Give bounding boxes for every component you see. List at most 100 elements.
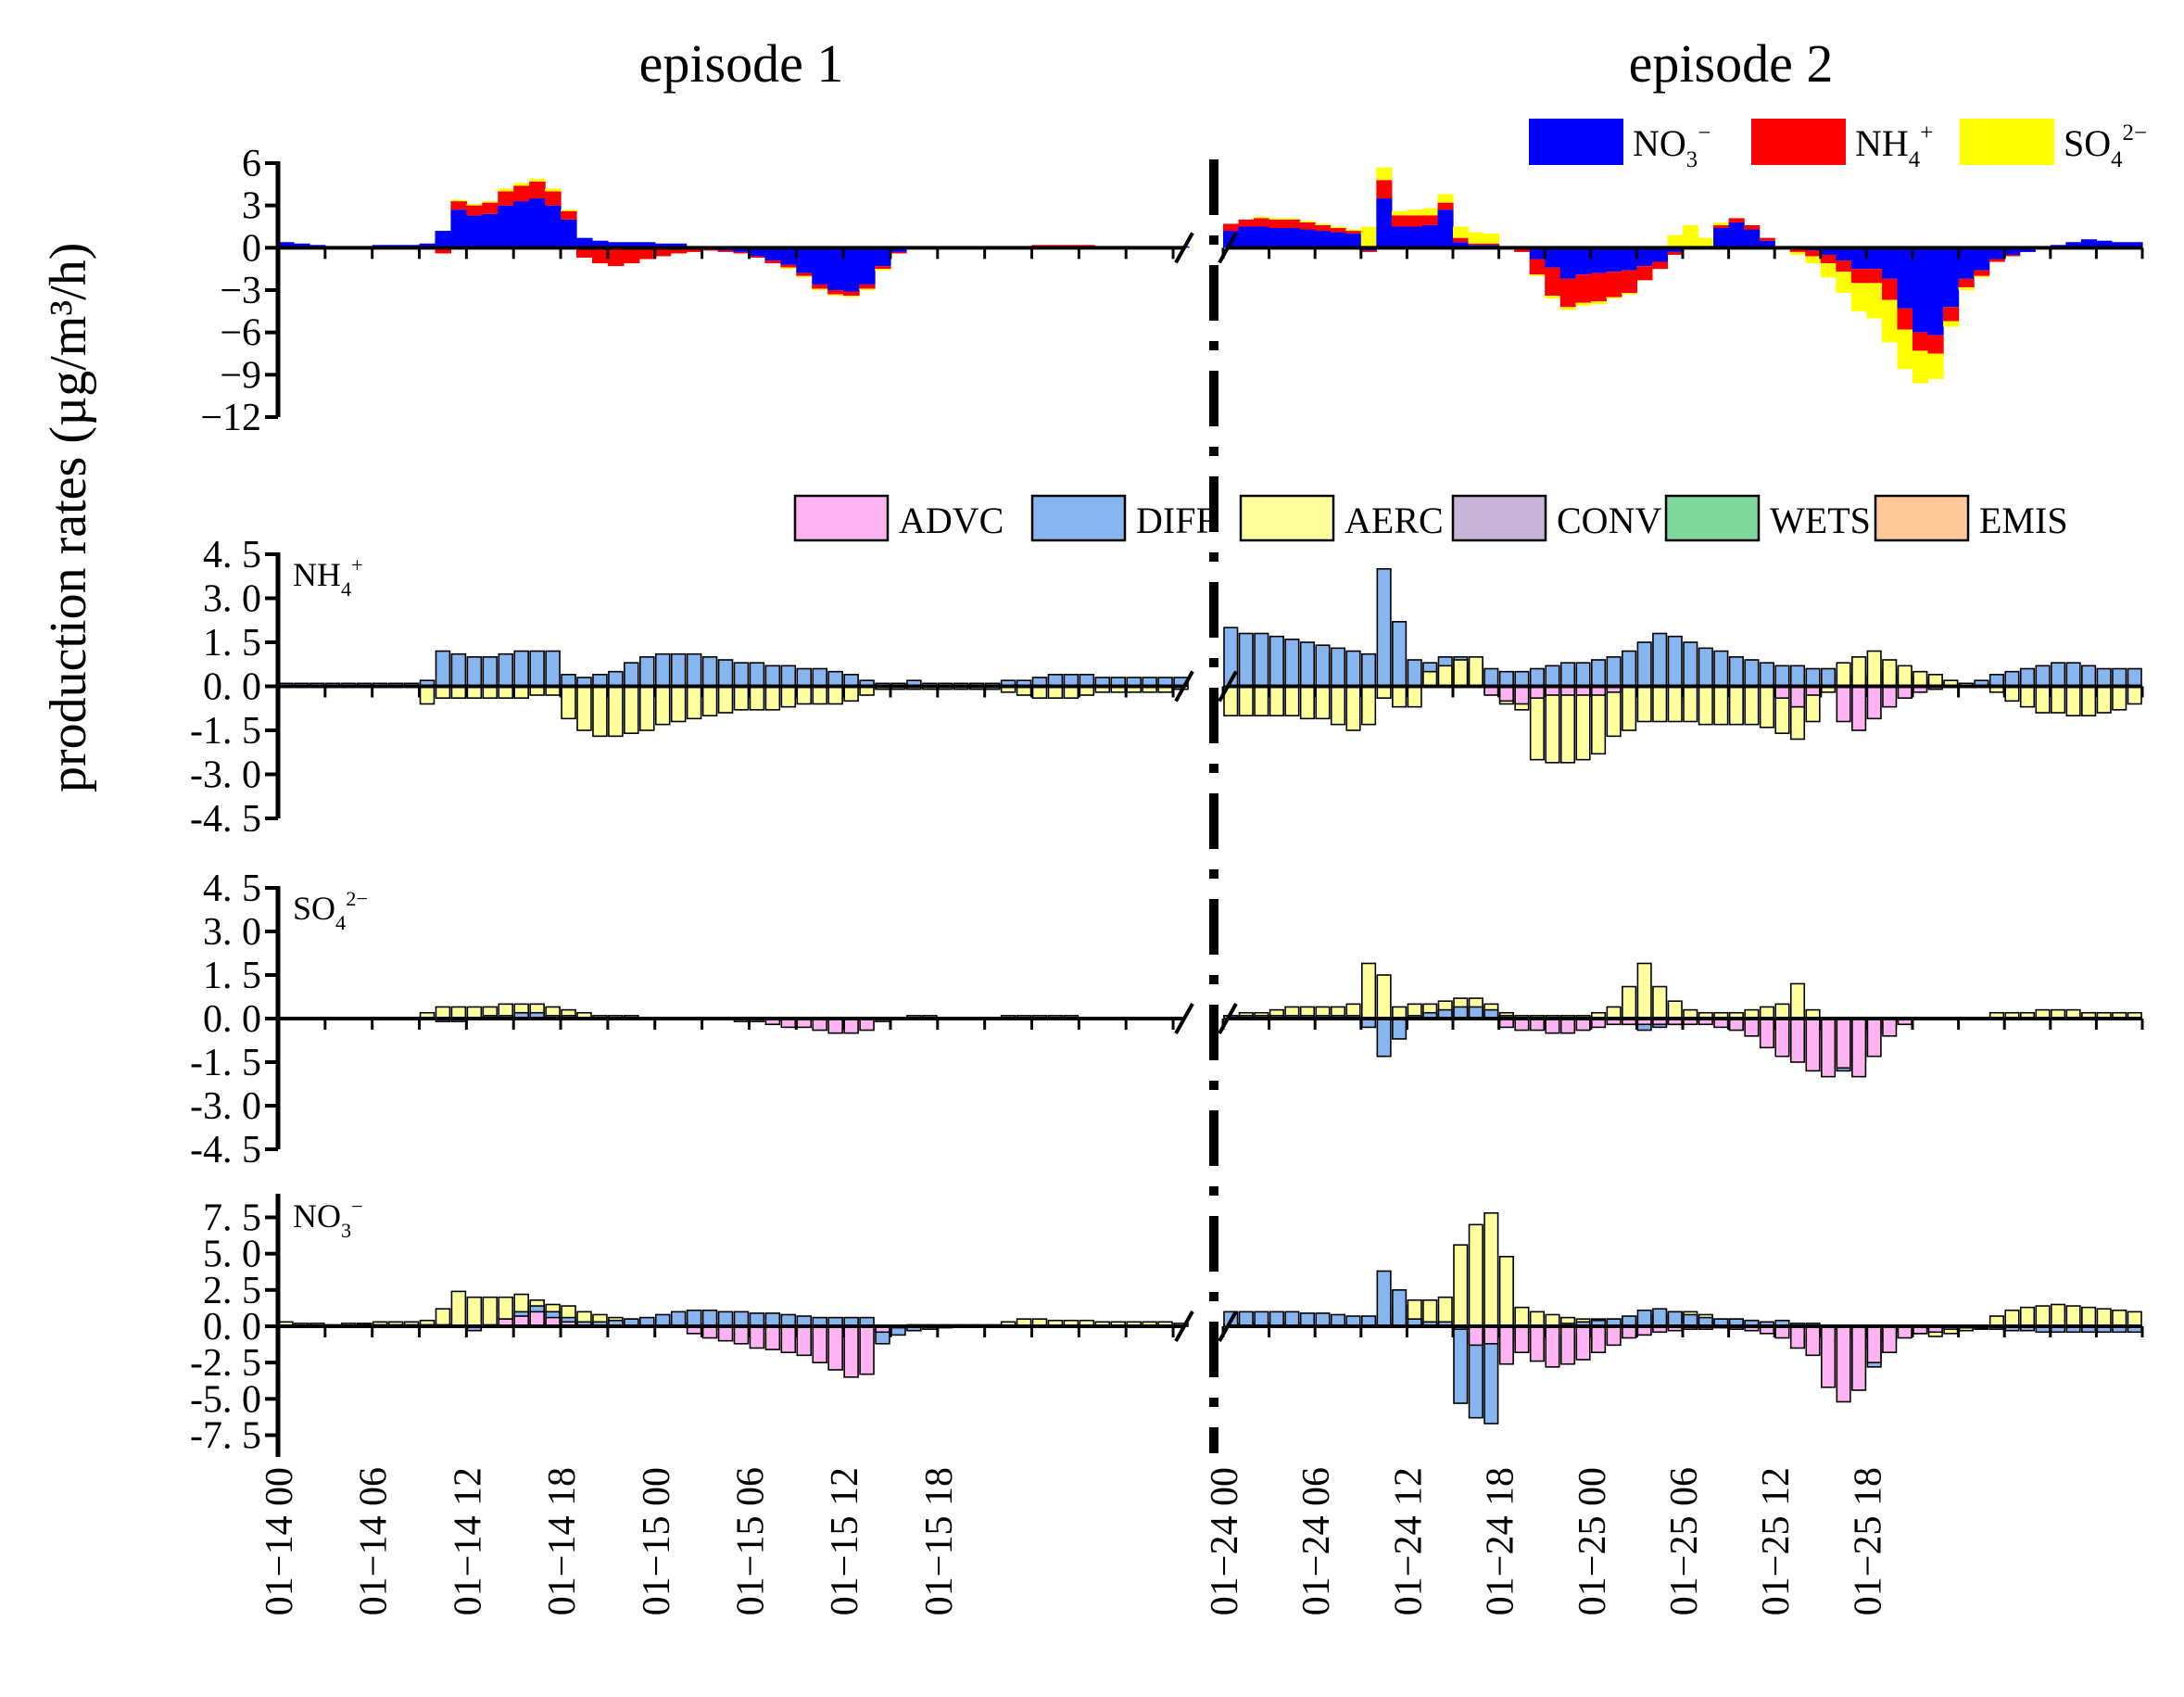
no3-bar-DIFF-ep2-27 — [1636, 1309, 1652, 1327]
nh4-bar-DIFF-ep2-23 — [1575, 662, 1591, 688]
nh4-bar-DIFF-ep2-34 — [1744, 659, 1760, 688]
x-label-11: 01−24 18 — [1480, 1467, 1522, 1615]
nh4-bar-DIFF-ep2-54 — [2051, 662, 2066, 688]
top-bar-NO3-ep1-32 — [780, 247, 797, 265]
nh4-break-mark-left — [1174, 670, 1194, 703]
nh4-bar-DIFF-ep2-6 — [1315, 644, 1331, 688]
legend-label-NH4: NH4+ — [1855, 120, 1933, 172]
top-bar-NO3-ep1-13 — [482, 213, 499, 248]
top-bar-NO3-ep2-23 — [1575, 247, 1592, 275]
no3-bar-DIFF-ep2-10 — [1376, 1270, 1392, 1327]
top-bar-NH4-ep2-17 — [1483, 243, 1500, 246]
nh4-bar-AERC-ep2-22 — [1559, 685, 1576, 764]
so4-ytick-label-0: 4. 5 — [203, 867, 261, 910]
nh4-bar-AERC-ep2-54 — [2051, 685, 2066, 714]
top-bar-NH4-ep1-10 — [435, 247, 452, 254]
no3-bar-DIFF-ep2-11 — [1392, 1289, 1408, 1327]
top-bar-SO4-ep2-17 — [1483, 234, 1500, 244]
top-bar-NO3-ep2-5 — [1299, 229, 1316, 248]
top-bar-NH4-ep2-28 — [1651, 261, 1669, 270]
nh4-bar-DIFF-ep2-32 — [1713, 650, 1729, 688]
nh4-bar-AERC-ep2-12 — [1407, 685, 1422, 708]
top-bar-NO3-ep2-4 — [1284, 228, 1301, 248]
top-bar-NH4-ep2-24 — [1590, 272, 1607, 302]
top-bar-NO3-ep1-20 — [591, 240, 609, 248]
top-bar-SO4-ep2-21 — [1545, 296, 1561, 299]
top-bar-NH4-ep2-48 — [1958, 278, 1975, 287]
nh4-bar-DIFF-ep2-7 — [1330, 647, 1346, 688]
top-bar-NH4-ep2-3 — [1269, 219, 1285, 229]
top-bar-NO3-ep2-41 — [1850, 247, 1867, 270]
top-bar-NO3-ep1-39 — [890, 247, 907, 252]
top-bar-NO3-ep2-14 — [1437, 209, 1454, 248]
top-bar-NH4-ep2-5 — [1299, 222, 1316, 230]
bars-layer — [278, 167, 2143, 1425]
so4-bar-DIFF-ep2-11 — [1392, 1018, 1408, 1040]
episode-2-title: episode 2 — [1629, 33, 1834, 94]
nh4-bar-AERC-ep2-1 — [1238, 685, 1254, 716]
top-bar-NO3-ep2-27 — [1636, 247, 1653, 267]
top-bar-NH4-ep2-35 — [1759, 237, 1775, 241]
nh4-bar-DIFF-ep2-33 — [1728, 656, 1744, 688]
no3-bar-ADVC-ep2-37 — [1789, 1325, 1806, 1349]
top-bar-SO4-ep1-38 — [875, 269, 891, 271]
nh4-bar-AERC-ep1-35 — [827, 685, 843, 705]
nh4-bar-AERC-ep2-55 — [2065, 685, 2081, 716]
no3-ytick-label-3: 0. 0 — [203, 1306, 261, 1349]
top-bar-SO4-ep1-17 — [545, 188, 562, 192]
nh4-bar-DIFF-ep2-10 — [1376, 568, 1392, 688]
top-bar-SO4-ep1-36 — [843, 296, 860, 298]
no3-bar-DIFF-ep2-15 — [1453, 1325, 1469, 1404]
no3-bar-ADVC-ep2-21 — [1545, 1325, 1560, 1368]
nh4-bar-ADVC-ep2-43 — [1882, 685, 1898, 708]
nh4-bar-AERC-ep2-57 — [2096, 685, 2112, 714]
no3-bar-AERC-ep1-12 — [466, 1296, 483, 1327]
no3-bar-DIFF-ep1-26 — [686, 1309, 702, 1327]
nh4-bar-DIFF-ep1-14 — [498, 652, 514, 688]
axes-nh4: 4. 53. 01. 50. 0-1. 5-3. 0-4. 5 — [190, 534, 2144, 841]
x-label-7: 01−15 18 — [918, 1467, 961, 1615]
top-bar-SO4-ep2-32 — [1713, 222, 1730, 225]
nh4-bar-AERC-ep2-27 — [1636, 685, 1652, 723]
legend-label-CONV: CONV — [1557, 500, 1661, 541]
top-bar-NH4-ep1-36 — [843, 291, 860, 297]
x-label-15: 01−25 18 — [1847, 1467, 1889, 1615]
top-bar-NH4-ep1-50 — [1063, 245, 1079, 247]
nh4-bar-AERC-ep2-5 — [1299, 685, 1315, 720]
no3-panel-label: NO3− — [293, 1195, 363, 1242]
no3-bar-ADVC-ep1-32 — [780, 1325, 797, 1354]
nh4-bar-DIFF-ep2-8 — [1345, 650, 1361, 688]
legend-label-WETS: WETS — [1770, 500, 1871, 541]
nh4-bar-AERC-ep2-33 — [1728, 685, 1744, 726]
top-bar-NO3-ep1-15 — [513, 201, 530, 248]
x-label-12: 01−25 00 — [1572, 1467, 1614, 1615]
no3-ytick-label-5: -5. 0 — [190, 1378, 261, 1421]
legend-swatch-DIFF — [1030, 494, 1127, 542]
top-bar-SO4-ep2-25 — [1606, 297, 1622, 299]
nh4-bar-AERC-ep1-33 — [796, 685, 813, 705]
nh4-bar-AERC-ep2-6 — [1315, 685, 1331, 720]
nh4-bar-DIFF-ep2-24 — [1591, 659, 1607, 688]
no3-bar-AERC-ep2-58 — [2112, 1309, 2127, 1327]
no3-bar-AERC-ep2-19 — [1514, 1306, 1530, 1327]
no3-ytick-label-2: 2. 5 — [203, 1270, 261, 1312]
top-bar-NH4-ep1-11 — [450, 201, 467, 210]
top-bar-SO4-ep2-14 — [1437, 194, 1454, 203]
top-bar-NO3-ep1-11 — [450, 209, 467, 248]
top-bar-NO3-ep2-29 — [1667, 247, 1684, 252]
no3-bar-ADVC-ep2-16 — [1468, 1325, 1483, 1347]
top-bar-NH4-ep1-38 — [875, 266, 891, 270]
top-bar-NH4-ep1-29 — [733, 251, 751, 254]
legend-swatch-SO4 — [1960, 119, 2054, 165]
nh4-bar-DIFF-ep2-17 — [1483, 667, 1499, 688]
top-bar-NO3-ep1-36 — [843, 247, 860, 292]
top-bar-SO4-ep1-13 — [482, 201, 499, 203]
no3-ytick-label-1: 5. 0 — [203, 1234, 261, 1276]
so4-bar-AERC-ep2-27 — [1636, 962, 1652, 1019]
x-label-10: 01−24 12 — [1387, 1467, 1430, 1615]
top-bar-NO3-ep2-6 — [1315, 231, 1332, 248]
top-bar-NH4-ep2-13 — [1421, 215, 1439, 225]
top-bar-NH4-ep1-30 — [749, 256, 765, 258]
top-bar-SO4-ep2-45 — [1913, 350, 1929, 384]
nh4-bar-AERC-ep2-15 — [1453, 659, 1469, 688]
